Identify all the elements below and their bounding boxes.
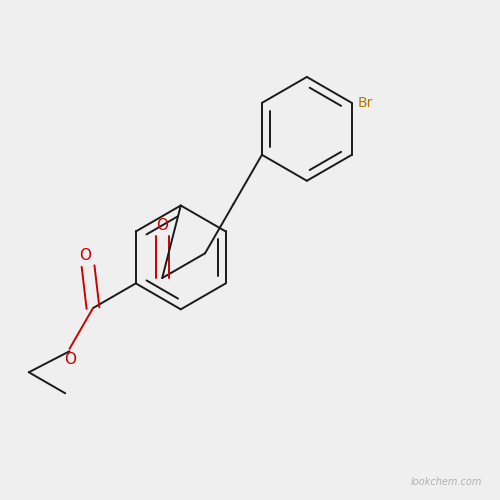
Text: O: O [156,218,168,232]
Text: lookchem.com: lookchem.com [411,478,482,488]
Text: Br: Br [358,96,373,110]
Text: O: O [80,248,92,262]
Text: O: O [64,352,76,367]
